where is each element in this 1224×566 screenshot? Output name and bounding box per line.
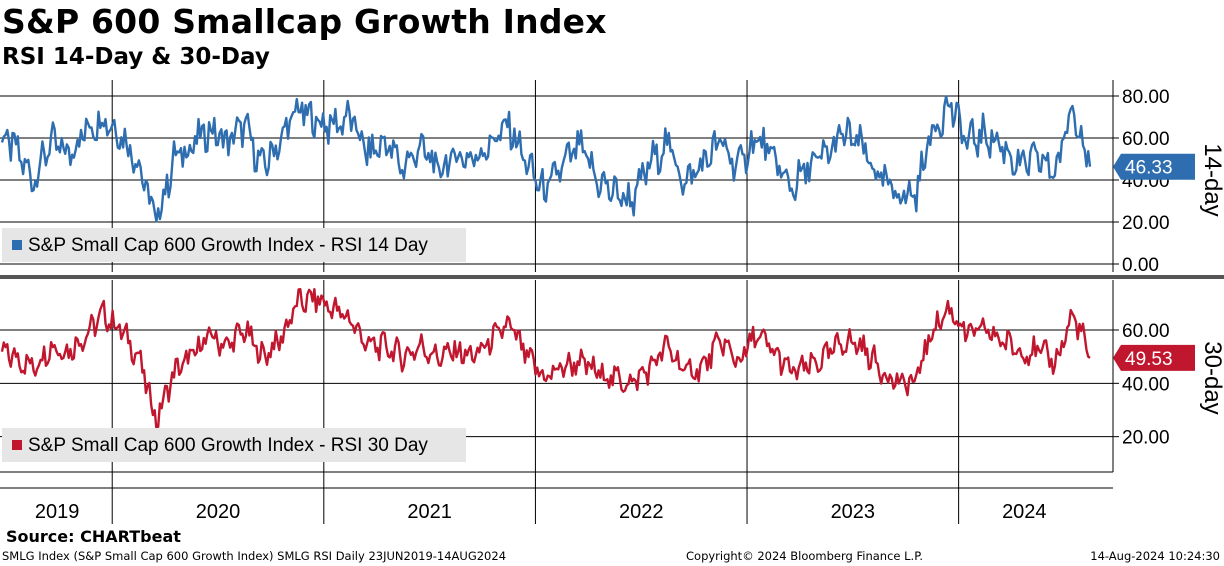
legend-swatch [12, 240, 22, 250]
x-tick-label: 2022 [619, 501, 664, 523]
legend-swatch [12, 440, 22, 450]
y-tick-label: 60.00 [1122, 321, 1170, 342]
y-tick-label: 60.00 [1122, 129, 1170, 150]
y-tick-label: 20.00 [1122, 213, 1170, 234]
last-value-label: 49.53 [1125, 349, 1173, 370]
last-value-tag [1113, 344, 1195, 371]
footer-description: SMLG Index (S&P Small Cap 600 Growth Ind… [2, 549, 507, 563]
x-tick-label: 2021 [407, 501, 452, 523]
source-note: Source: CHARTbeat [6, 527, 181, 546]
x-tick-label: 2019 [35, 501, 80, 523]
footer-timestamp: 14-Aug-2024 10:24:30 [1090, 549, 1220, 563]
x-tick-label: 2023 [831, 501, 876, 523]
legend-box [2, 228, 466, 262]
chart-title: S&P 600 Smallcap Growth Index [2, 2, 607, 41]
legend-label: S&P Small Cap 600 Growth Index - RSI 14 … [28, 235, 428, 256]
footer-copyright: Copyright© 2024 Bloomberg Finance L.P. [686, 549, 923, 563]
rsi-panel-2: 60.00 40.00 20.00 49.53 30-day S&P Small Cap … [0, 280, 1224, 472]
panel-axis-label: 14-day [1199, 143, 1224, 216]
last-value-tag [1113, 153, 1195, 180]
y-tick-label: 20.00 [1122, 428, 1170, 449]
y-tick-label: 0.00 [1122, 255, 1159, 276]
x-tick-label: 2024 [1002, 501, 1047, 523]
y-tick-label: 80.00 [1122, 87, 1170, 108]
series-line-rsi-14 [0, 95, 1092, 223]
chart-subtitle: RSI 14-Day & 30-Day [2, 44, 270, 70]
panel-axis-label: 30-day [1199, 341, 1224, 414]
legend-box [2, 428, 466, 462]
y-tick-label: 40.00 [1122, 374, 1170, 395]
series-line-rsi-30 [0, 288, 1091, 430]
x-tick-label: 2020 [196, 501, 241, 523]
legend-label: S&P Small Cap 600 Growth Index - RSI 30 … [28, 435, 428, 456]
last-value-label: 46.33 [1125, 158, 1173, 179]
